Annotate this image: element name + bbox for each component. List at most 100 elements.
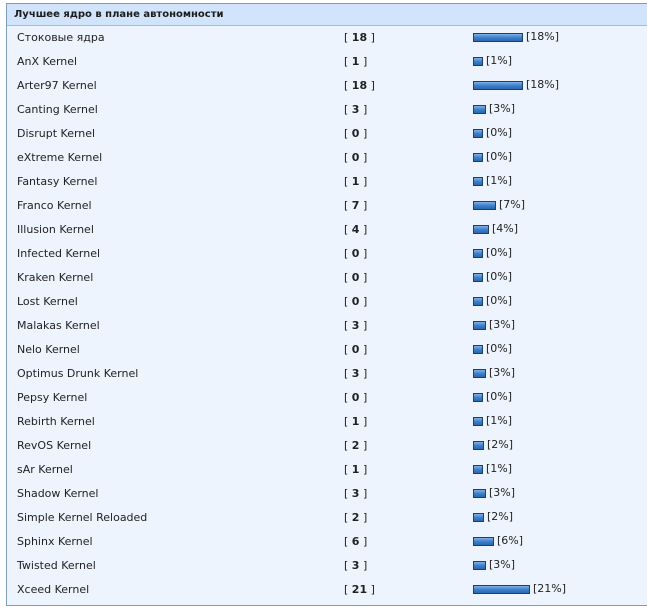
poll-option-label: Franco Kernel [17,199,92,212]
poll-option-label: sAr Kernel [17,463,73,476]
vote-count: 0 [351,127,360,140]
poll-bar [473,272,483,282]
poll-option-bar-cell: [1%] [473,410,512,434]
poll-bar [473,392,483,402]
vote-count: 7 [351,199,360,212]
poll-option-votes: [ 0 ] [344,247,368,260]
poll-option-label: Canting Kernel [17,103,98,116]
poll-option-votes: [ 18 ] [344,31,375,44]
poll-option-votes: [ 1 ] [344,415,368,428]
poll-option-percent: [1%] [486,462,513,475]
poll-option-bar-cell: [0%] [473,146,512,170]
poll-option-label: Kraken Kernel [17,271,94,284]
poll-option-percent: [7%] [499,198,526,211]
poll-bar [473,176,483,186]
poll-option-label: Xceed Kernel [17,583,90,596]
poll-option-row: Optimus Drunk Kernel [ 3 ] [3%] [7,362,647,386]
poll-bar [473,56,483,66]
poll-bar [473,488,486,498]
poll-option-row: Disrupt Kernel [ 0 ] [0%] [7,122,647,146]
poll-bar [473,200,496,210]
poll-bar [473,440,484,450]
vote-count: 21 [351,583,368,596]
poll-option-label: Optimus Drunk Kernel [17,367,139,380]
poll-option-votes: [ 1 ] [344,55,368,68]
poll-option-votes: [ 3 ] [344,103,368,116]
poll-option-percent: [0%] [486,342,513,355]
poll-option-bar-cell: [0%] [473,242,512,266]
vote-count: 4 [351,223,360,236]
poll-bar [473,224,489,234]
poll-option-label: Fantasy Kernel [17,175,98,188]
poll-option-percent: [1%] [486,54,513,67]
poll-panel: Лучшее ядро в плане автономности Стоковы… [6,3,647,606]
vote-count: 1 [351,175,360,188]
poll-option-votes: [ 3 ] [344,487,368,500]
poll-option-row: Kraken Kernel [ 0 ] [0%] [7,266,647,290]
poll-option-bar-cell: [3%] [473,98,515,122]
poll-option-bar-cell: [6%] [473,530,523,554]
poll-option-percent: [0%] [486,126,513,139]
poll-option-label: Стоковые ядра [17,31,105,44]
poll-option-bar-cell: [4%] [473,218,518,242]
poll-option-bar-cell: [0%] [473,290,512,314]
poll-bar [473,104,486,114]
poll-option-label: AnX Kernel [17,55,78,68]
poll-option-votes: [ 3 ] [344,559,368,572]
poll-option-label: Twisted Kernel [17,559,96,572]
poll-option-row: Fantasy Kernel [ 1 ] [1%] [7,170,647,194]
poll-option-bar-cell: [1%] [473,458,512,482]
poll-option-percent: [4%] [492,222,519,235]
poll-option-votes: [ 21 ] [344,583,375,596]
vote-count: 1 [351,463,360,476]
poll-option-votes: [ 18 ] [344,79,375,92]
poll-option-label: Illusion Kernel [17,223,94,236]
poll-option-bar-cell: [2%] [473,506,513,530]
poll-bar [473,464,483,474]
poll-option-row: Canting Kernel [ 3 ] [3%] [7,98,647,122]
poll-option-votes: [ 6 ] [344,535,368,548]
poll-option-votes: [ 2 ] [344,439,368,452]
poll-option-label: Pepsy Kernel [17,391,88,404]
poll-bar [473,80,523,90]
poll-option-row: AnX Kernel [ 1 ] [1%] [7,50,647,74]
poll-option-bar-cell: [0%] [473,386,512,410]
poll-option-label: Sphinx Kernel [17,535,93,548]
vote-count: 18 [351,31,368,44]
vote-count: 0 [351,247,360,260]
poll-option-bar-cell: [3%] [473,554,515,578]
poll-bar [473,584,530,594]
poll-option-bar-cell: [18%] [473,74,559,98]
poll-option-percent: [0%] [486,294,513,307]
vote-count: 3 [351,559,360,572]
vote-count: 2 [351,511,360,524]
poll-option-votes: [ 0 ] [344,295,368,308]
poll-option-row: eXtreme Kernel [ 0 ] [0%] [7,146,647,170]
poll-option-row: Arter97 Kernel [ 18 ] [18%] [7,74,647,98]
vote-count: 3 [351,487,360,500]
poll-option-bar-cell: [1%] [473,170,512,194]
vote-count: 1 [351,415,360,428]
vote-count: 3 [351,367,360,380]
vote-count: 0 [351,295,360,308]
poll-option-label: Shadow Kernel [17,487,99,500]
poll-option-bar-cell: [0%] [473,122,512,146]
poll-option-votes: [ 0 ] [344,127,368,140]
poll-option-percent: [1%] [486,414,513,427]
poll-option-row: Malakas Kernel [ 3 ] [3%] [7,314,647,338]
poll-option-votes: [ 0 ] [344,343,368,356]
poll-option-bar-cell: [3%] [473,362,515,386]
poll-option-label: RevOS Kernel [17,439,92,452]
vote-count: 0 [351,343,360,356]
poll-option-label: Arter97 Kernel [17,79,97,92]
poll-option-label: eXtreme Kernel [17,151,103,164]
poll-option-percent: [21%] [533,582,567,595]
poll-option-bar-cell: [3%] [473,482,515,506]
poll-option-label: Rebirth Kernel [17,415,95,428]
poll-option-row: Lost Kernel [ 0 ] [0%] [7,290,647,314]
poll-option-row: Xceed Kernel [ 21 ] [21%] [7,578,647,602]
vote-count: 0 [351,271,360,284]
poll-option-row: Infected Kernel [ 0 ] [0%] [7,242,647,266]
poll-option-percent: [0%] [486,390,513,403]
poll-option-row: Shadow Kernel [ 3 ] [3%] [7,482,647,506]
